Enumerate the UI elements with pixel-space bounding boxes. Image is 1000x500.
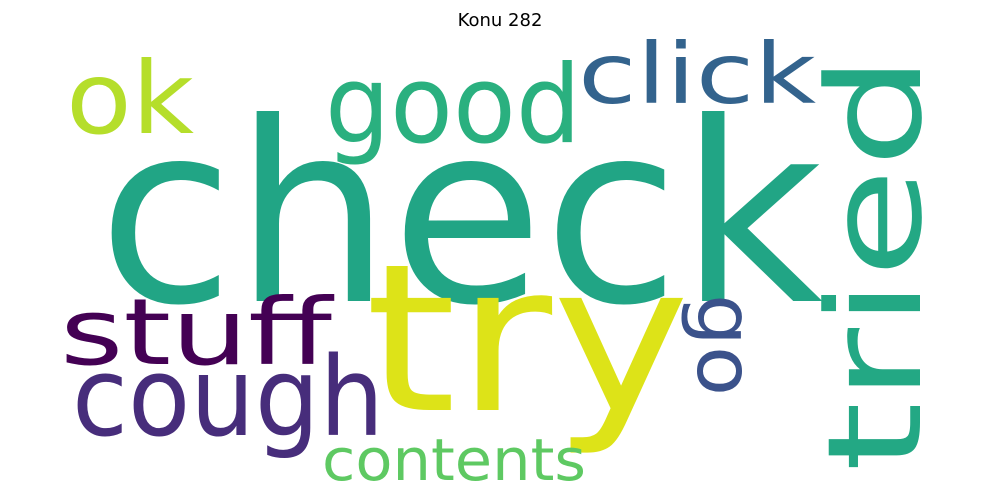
word-tried: tried <box>799 54 951 472</box>
word-check: check <box>98 69 823 360</box>
chart-title: Konu 282 <box>457 10 543 31</box>
word-good: good <box>325 43 581 168</box>
word-try: try <box>365 221 690 459</box>
word-cough: cough <box>72 333 384 461</box>
word-contents: contents <box>322 426 586 494</box>
word-ok: ok <box>66 40 194 157</box>
word-click: click <box>578 25 816 123</box>
word-go: go <box>679 294 769 396</box>
word-stuff: stuff <box>60 279 335 386</box>
